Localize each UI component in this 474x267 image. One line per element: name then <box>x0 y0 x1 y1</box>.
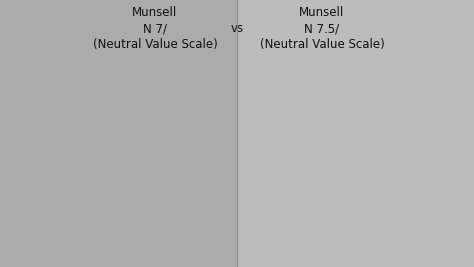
Text: (Neutral Value Scale): (Neutral Value Scale) <box>260 38 384 51</box>
Text: Munsell: Munsell <box>132 6 178 19</box>
Text: N 7.5/: N 7.5/ <box>304 22 339 35</box>
Text: (Neutral Value Scale): (Neutral Value Scale) <box>92 38 218 51</box>
Text: N 7/: N 7/ <box>143 22 167 35</box>
Bar <box>237 0 474 267</box>
Bar <box>0 0 237 267</box>
Text: Munsell: Munsell <box>300 6 345 19</box>
Text: vs: vs <box>230 22 244 35</box>
